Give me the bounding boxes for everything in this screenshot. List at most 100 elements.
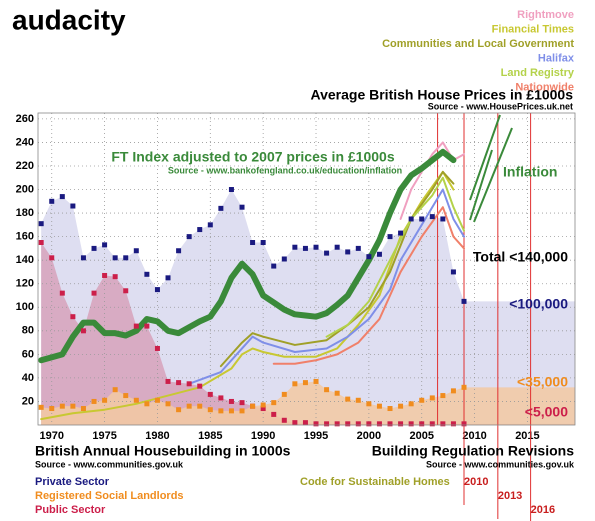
x-tick-label: 1970 <box>39 430 63 442</box>
square-marker <box>91 245 97 251</box>
y-tick-label: 220 <box>16 160 34 172</box>
square-marker <box>450 388 456 394</box>
square-marker <box>429 395 435 401</box>
square-marker <box>345 421 351 427</box>
square-marker <box>292 381 298 387</box>
square-marker <box>260 406 266 412</box>
legend-entry: Registered Social Landlords <box>35 490 184 502</box>
square-marker <box>387 234 393 240</box>
square-marker <box>112 274 118 280</box>
inflation-arrow <box>473 127 513 223</box>
square-marker <box>260 240 266 246</box>
housebuilding-source: Source - www.communities.gov.uk <box>35 459 184 469</box>
square-marker <box>228 408 234 414</box>
square-marker <box>450 421 456 427</box>
square-marker <box>102 272 108 278</box>
price-line <box>38 148 457 364</box>
square-marker <box>49 198 55 204</box>
square-marker <box>355 397 361 403</box>
square-marker <box>450 269 456 275</box>
y-tick-label: 60 <box>22 348 34 360</box>
band-label: <100,000 <box>509 296 568 312</box>
square-marker <box>102 242 108 248</box>
square-marker <box>112 387 118 393</box>
legend-entry: Land Registry <box>501 67 575 79</box>
square-marker <box>49 406 55 412</box>
square-marker <box>429 214 435 220</box>
square-marker <box>186 403 192 409</box>
y-tick-label: 100 <box>16 301 34 313</box>
y-tick-label: 140 <box>16 254 34 266</box>
square-marker <box>376 251 382 257</box>
square-marker <box>207 222 213 228</box>
y-tick-label: 120 <box>16 278 34 290</box>
plot-frame <box>37 112 576 426</box>
square-marker <box>292 244 298 250</box>
price-line <box>272 206 466 365</box>
square-marker <box>408 421 414 427</box>
square-marker <box>207 391 213 397</box>
square-marker <box>176 407 182 413</box>
square-marker <box>154 345 160 351</box>
price-line <box>188 188 466 385</box>
square-marker <box>355 421 361 427</box>
y-tick-label: 160 <box>16 231 34 243</box>
square-marker <box>302 380 308 386</box>
chart-title: Average British House Prices in £1000s <box>311 87 574 103</box>
x-tick-label: 1985 <box>198 430 222 442</box>
area <box>41 381 575 425</box>
square-marker <box>419 216 425 222</box>
square-marker <box>186 234 192 240</box>
square-marker <box>165 401 171 407</box>
square-marker <box>461 421 467 427</box>
square-marker <box>355 245 361 251</box>
regulation-title: Building Regulation Revisions <box>372 443 574 459</box>
square-marker <box>165 378 171 384</box>
x-tick-label: 1990 <box>251 430 275 442</box>
square-marker <box>281 391 287 397</box>
square-marker <box>91 290 97 296</box>
square-marker <box>144 271 150 277</box>
square-marker <box>461 384 467 390</box>
square-marker <box>408 216 414 222</box>
square-marker <box>419 421 425 427</box>
x-tick-label: 2005 <box>409 430 433 442</box>
y-tick-label: 20 <box>22 395 34 407</box>
square-marker <box>366 421 372 427</box>
legend-entry: Halifax <box>538 52 575 64</box>
square-marker <box>387 406 393 412</box>
square-marker <box>123 255 129 261</box>
square-marker <box>366 401 372 407</box>
square-marker <box>176 380 182 386</box>
square-marker <box>292 420 298 426</box>
square-marker <box>345 249 351 255</box>
band-label: <35,000 <box>517 374 568 390</box>
band-label: Total <140,000 <box>473 249 568 265</box>
square-marker <box>59 403 65 409</box>
square-marker <box>239 400 245 406</box>
square-marker <box>59 290 65 296</box>
square-marker <box>260 402 266 408</box>
square-marker <box>324 250 330 256</box>
square-marker <box>239 204 245 210</box>
y-tick-label: 240 <box>16 136 34 148</box>
legend-entry: Nationwide <box>515 81 574 93</box>
square-marker <box>271 400 277 406</box>
price-line <box>40 170 455 421</box>
square-marker <box>419 397 425 403</box>
square-marker <box>345 396 351 402</box>
regulation-year: 2016 <box>531 504 555 516</box>
square-marker <box>440 421 446 427</box>
square-marker <box>387 421 393 427</box>
legend-entry: Rightmove <box>517 9 574 21</box>
square-marker <box>123 288 129 294</box>
x-tick-label: 2010 <box>462 430 486 442</box>
square-marker <box>334 244 340 250</box>
square-marker <box>154 287 160 293</box>
square-marker <box>38 240 44 246</box>
square-marker <box>324 387 330 393</box>
square-marker <box>133 323 139 329</box>
square-marker <box>70 203 76 209</box>
square-marker <box>313 244 319 250</box>
